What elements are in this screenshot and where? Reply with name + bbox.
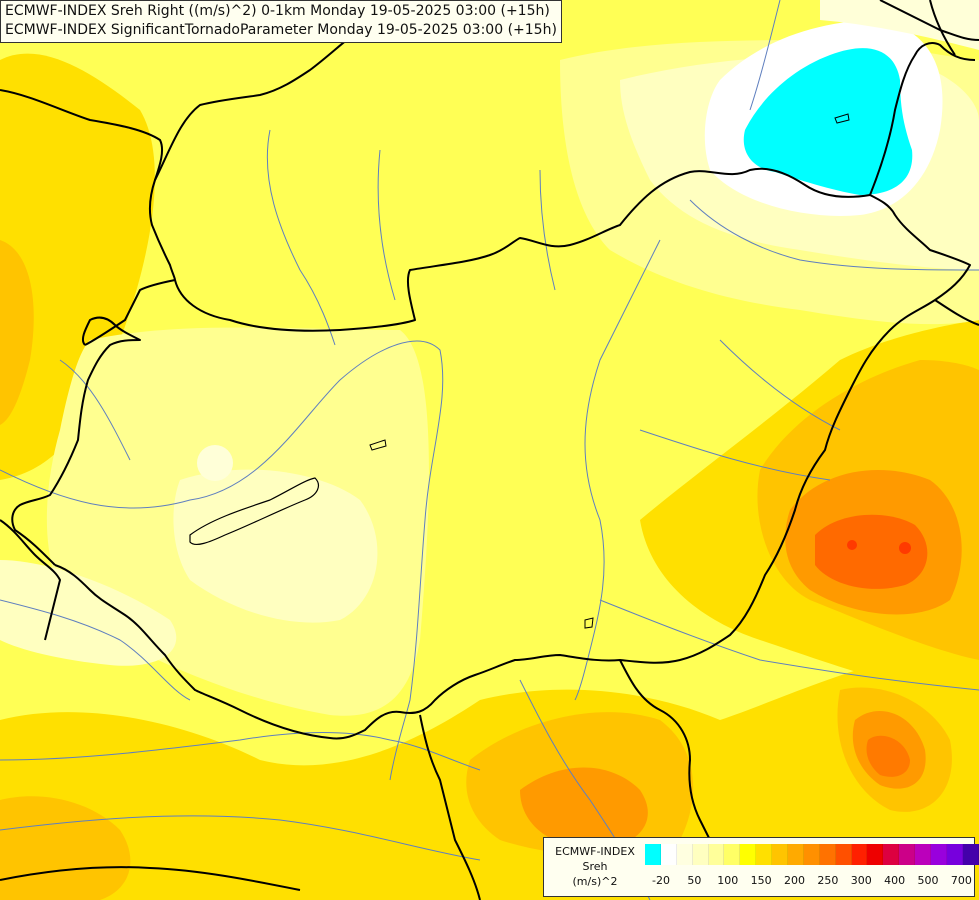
river-drava (0, 732, 481, 771)
river-north-2 (377, 149, 396, 301)
legend-tick-label: 50 (687, 874, 702, 887)
legend-swatch (962, 844, 979, 865)
lake-small-3 (584, 617, 594, 629)
legend-title-line1: ECMWF-INDEX (555, 845, 635, 858)
border-bosnia (419, 714, 481, 900)
border-austria-east (84, 279, 176, 346)
legend-swatch (851, 844, 868, 865)
legend-tick-label: 100 (717, 874, 739, 887)
field-red-core-east (815, 514, 928, 589)
river-danube (0, 340, 444, 781)
border-sw-bottom (0, 866, 301, 891)
lake-small-1 (369, 439, 387, 451)
border-romania-north (934, 299, 979, 326)
legend-swatch (931, 844, 947, 865)
legend-tick-label: 150 (750, 874, 772, 887)
lake-balaton (189, 477, 319, 546)
title-line-stp: ECMWF-INDEX SignificantTornadoParameter … (5, 22, 557, 38)
legend-swatch (740, 844, 757, 865)
legend-swatch (883, 844, 900, 865)
field-red-core-se (866, 735, 910, 777)
field-cyan-northeast (743, 48, 913, 195)
legend-title: ECMWF-INDEX Sreh (m/s)^2 (546, 844, 644, 889)
legend-swatch (867, 844, 884, 865)
river-ne-1 (689, 199, 979, 271)
lake-small-2 (834, 113, 850, 124)
legend-swatch (915, 844, 932, 865)
field-red-dot-2 (899, 542, 911, 554)
map-title-box: ECMWF-INDEX Sreh Right ((m/s)^2) 0-1km M… (0, 0, 562, 43)
river-north-1 (266, 129, 336, 346)
legend-swatch (660, 844, 677, 865)
legend-tick-label: -20 (652, 874, 670, 887)
river-west-2 (59, 359, 131, 461)
field-red-dot-1 (847, 540, 857, 550)
legend-swatch (724, 844, 741, 865)
legend-swatch (676, 844, 693, 865)
legend-ticks: -20 50 100 150 200 250 300 400 500 700 (645, 874, 972, 890)
field-cream-central (173, 469, 378, 623)
field-white-top-strip (820, 0, 979, 50)
legend-swatch (772, 844, 789, 865)
legend-tick-label: 250 (817, 874, 839, 887)
legend-tick-label: 500 (917, 874, 939, 887)
legend-tick-label: 200 (784, 874, 806, 887)
river-sava (0, 815, 481, 861)
legend-swatch (835, 844, 852, 865)
legend-swatch (899, 844, 916, 865)
legend-swatches (645, 844, 979, 865)
field-gold-west (0, 53, 155, 481)
color-legend: ECMWF-INDEX Sreh (m/s)^2 -20 50 100 150 200 2… (543, 837, 979, 897)
legend-title-line3: (m/s)^2 (572, 875, 618, 888)
legend-tick-label: 300 (850, 874, 872, 887)
river-east-1 (719, 339, 841, 431)
title-line-sreh: ECMWF-INDEX Sreh Right ((m/s)^2) 0-1km M… (5, 3, 550, 19)
river-southeast (599, 599, 979, 691)
legend-swatch (708, 844, 725, 865)
river-ne-2 (749, 0, 781, 111)
field-orange-dark-south (520, 767, 648, 850)
legend-swatch (803, 844, 820, 865)
legend-swatch (819, 844, 836, 865)
border-croatia-south (0, 519, 61, 641)
field-cream-dot (197, 445, 233, 481)
legend-title-line2: Sreh (582, 860, 608, 873)
legend-tick-label: 700 (950, 874, 972, 887)
legend-tick-label: 400 (884, 874, 906, 887)
legend-swatch (645, 844, 661, 865)
legend-swatch (788, 844, 804, 865)
river-east-2 (639, 429, 831, 481)
field-cream-west (0, 560, 177, 666)
legend-swatch (756, 844, 773, 865)
river-north-3 (539, 169, 556, 291)
field-orange-west (0, 240, 34, 425)
legend-swatch (946, 844, 963, 865)
river-west-1 (0, 599, 191, 701)
border-ukraine (869, 42, 976, 196)
border-hungary (54, 167, 971, 740)
river-tisza (574, 239, 661, 701)
border-moldova (929, 0, 956, 56)
border-austria-slovenia (11, 316, 141, 566)
legend-swatch (692, 844, 709, 865)
